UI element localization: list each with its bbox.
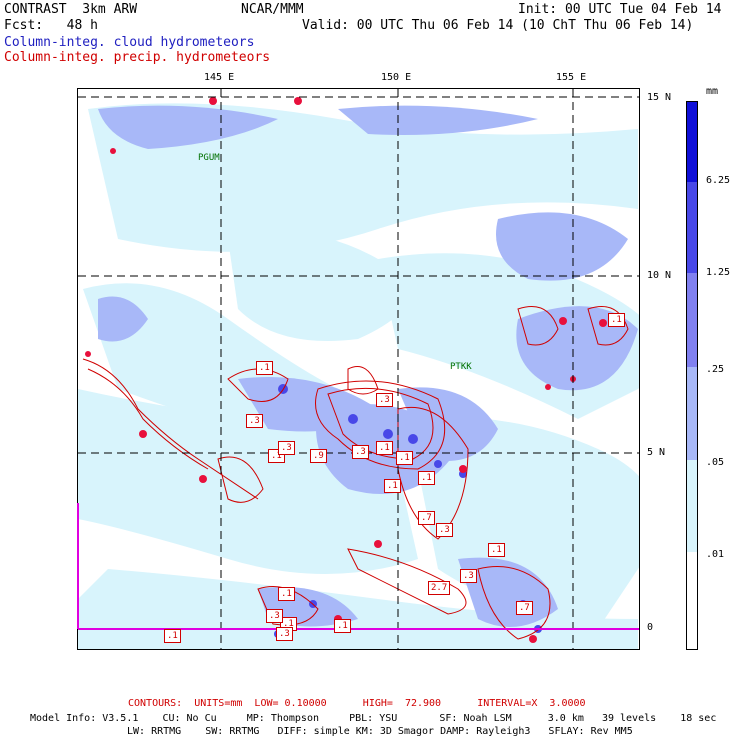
field-title-cloud: Column-integ. cloud hydrometeors	[4, 35, 255, 50]
lat-label-15n: 15 N	[647, 92, 672, 103]
colorbar-label-6-25: 6.25	[706, 175, 731, 186]
model-info: Model Info: V3.5.1 CU: No Cu MP: Thompso…	[30, 713, 717, 724]
model-info-physics: LW: RRTMG SW: RRTMG DIFF: simple KM: 3D …	[127, 726, 633, 737]
contour-label: .9	[310, 449, 327, 463]
colorbar-unit: mm	[706, 86, 719, 97]
colorbar-seg-5	[687, 460, 697, 552]
org-label: NCAR/MMM	[241, 2, 304, 17]
station-pgum: PGUM	[198, 153, 220, 163]
contour-label: .3	[376, 393, 393, 407]
lon-label-145: 145 E	[204, 72, 235, 83]
contour-label: .1	[418, 471, 435, 485]
colorbar-label-1-25: 1.25	[706, 267, 731, 278]
colorbar-seg-2	[687, 182, 697, 273]
colorbar-seg-4	[687, 367, 697, 460]
colorbar-seg-1	[687, 102, 697, 182]
contour-label: .1	[396, 451, 413, 465]
cloud-field-medium	[98, 105, 638, 627]
contour-label: .3	[352, 445, 369, 459]
contour-label: .1	[278, 587, 295, 601]
contour-label: .1	[384, 479, 401, 493]
map-svg	[78, 89, 639, 649]
map-panel: PGUM PTKK .1.3.1.3.9.3.3.1.1.1.1.3.7.3 2.…	[77, 88, 640, 650]
contour-info: CONTOURS: UNITS=mm LOW= 0.10000 HIGH= 72…	[128, 698, 586, 709]
contour-label: .1	[164, 629, 181, 643]
colorbar-label-0-01: .01	[706, 549, 725, 560]
contour-label: .1	[608, 313, 625, 327]
contour-label: .1	[256, 361, 273, 375]
lat-label-10n: 10 N	[647, 270, 672, 281]
model-title: CONTRAST 3km ARW	[4, 2, 138, 17]
domain-boundary	[77, 503, 79, 629]
contour-label: .1	[334, 619, 351, 633]
contour-label: .7	[418, 511, 435, 525]
colorbar-label-0-25: .25	[706, 364, 725, 375]
colorbar	[686, 101, 698, 650]
valid-time: Valid: 00 UTC Thu 06 Feb 14 (10 ChT Thu …	[302, 18, 694, 33]
lat-label-5n: 5 N	[647, 447, 666, 458]
colorbar-label-0-05: .05	[706, 457, 725, 468]
colorbar-seg-3	[687, 273, 697, 367]
contour-label: 2.7	[428, 581, 451, 595]
precip-cores	[85, 97, 607, 643]
forecast-hour: Fcst: 48 h	[4, 18, 98, 33]
contour-label: .1	[488, 543, 505, 557]
graticule	[78, 89, 639, 649]
contour-label: .3	[276, 627, 293, 641]
contour-label: .3	[436, 523, 453, 537]
contour-label: .3	[278, 441, 295, 455]
contour-label: .7	[516, 601, 533, 615]
lon-label-155: 155 E	[556, 72, 587, 83]
contour-label: .3	[266, 609, 283, 623]
field-title-precip: Column-integ. precip. hydrometeors	[4, 50, 271, 65]
lon-label-150: 150 E	[381, 72, 412, 83]
contour-label: .3	[460, 569, 477, 583]
station-ptkk: PTKK	[450, 362, 472, 372]
colorbar-seg-6	[687, 552, 697, 649]
contour-label: .3	[246, 414, 263, 428]
lat-label-0: 0	[647, 622, 654, 633]
contour-label: .1	[376, 441, 393, 455]
precip-contours	[82, 306, 629, 640]
init-time: Init: 00 UTC Tue 04 Feb 14	[518, 2, 722, 17]
